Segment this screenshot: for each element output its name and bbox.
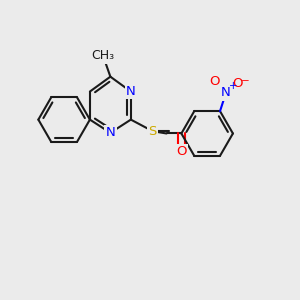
Text: O: O bbox=[232, 77, 243, 90]
Text: O: O bbox=[209, 75, 219, 88]
Text: S: S bbox=[148, 125, 157, 138]
Text: N: N bbox=[106, 126, 115, 139]
Text: +: + bbox=[229, 81, 238, 91]
Text: O: O bbox=[176, 145, 187, 158]
Text: −: − bbox=[241, 76, 250, 86]
Text: CH₃: CH₃ bbox=[92, 50, 115, 62]
Text: N: N bbox=[126, 85, 136, 98]
Text: N: N bbox=[221, 86, 231, 99]
